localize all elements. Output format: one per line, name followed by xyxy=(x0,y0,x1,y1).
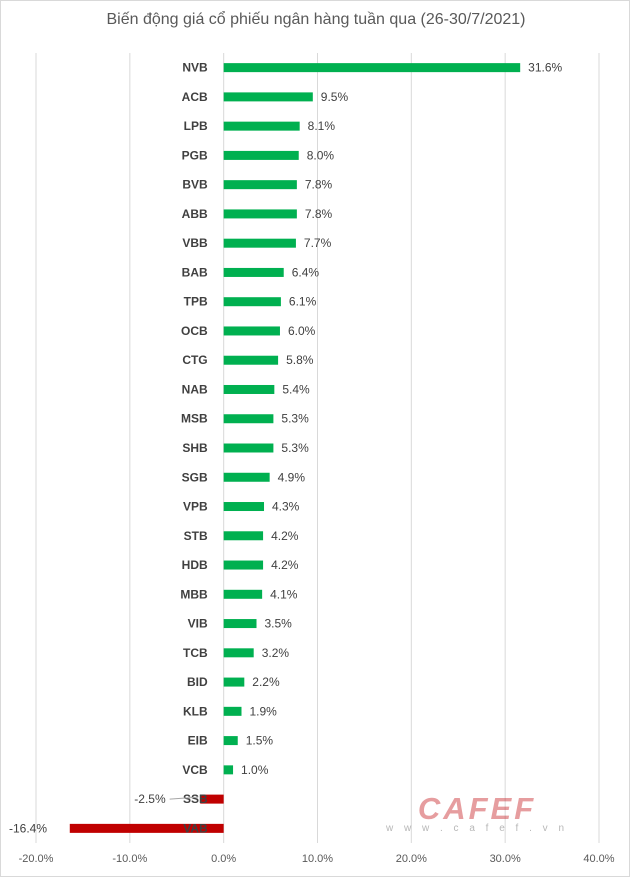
value-label: 4.1% xyxy=(270,587,298,601)
value-label: 3.5% xyxy=(265,617,293,631)
bar xyxy=(223,560,264,570)
category-label: BAB xyxy=(182,265,208,279)
category-label: LPB xyxy=(184,119,208,133)
x-tick-label: 30.0% xyxy=(490,853,521,865)
bar xyxy=(223,531,264,541)
value-label: 4.9% xyxy=(278,470,306,484)
bar xyxy=(223,63,521,73)
bar xyxy=(223,267,284,277)
leader-line xyxy=(169,796,199,800)
category-label: CTG xyxy=(182,353,207,367)
value-label: 3.2% xyxy=(262,646,290,660)
bar xyxy=(223,472,270,482)
category-label: MBB xyxy=(180,587,208,601)
value-label: 6.0% xyxy=(288,324,316,338)
bar xyxy=(223,180,297,190)
category-label: VPB xyxy=(183,500,208,514)
value-label: 5.3% xyxy=(281,441,309,455)
value-label: 1.0% xyxy=(241,763,269,777)
category-label: STB xyxy=(184,529,208,543)
category-label: HDB xyxy=(182,558,208,572)
category-label: ACB xyxy=(182,90,208,104)
value-label: 7.8% xyxy=(305,178,333,192)
x-tick-label: 0.0% xyxy=(211,853,236,865)
category-label: PGB xyxy=(182,148,208,162)
value-label: 8.0% xyxy=(307,148,335,162)
bar xyxy=(223,502,265,512)
category-label: TCB xyxy=(183,646,208,660)
value-label: -2.5% xyxy=(134,792,166,806)
x-tick-label: -20.0% xyxy=(19,853,54,865)
bar xyxy=(223,677,245,687)
value-label: 9.5% xyxy=(321,90,349,104)
category-label: BVB xyxy=(182,178,208,192)
cafef-watermark: CAFEF w w w . c a f e f . v n xyxy=(382,791,572,834)
category-label: KLB xyxy=(183,704,208,718)
watermark-logo: CAFEF xyxy=(417,791,537,826)
category-label: OCB xyxy=(181,324,208,338)
value-label: 7.8% xyxy=(305,207,333,221)
bar xyxy=(223,92,313,102)
value-label: 1.9% xyxy=(249,704,277,718)
value-label: 2.2% xyxy=(252,675,280,689)
value-label: 4.2% xyxy=(271,558,299,572)
chart-title: Biến động giá cổ phiếu ngân hàng tuần qu… xyxy=(106,11,526,28)
category-label: MSB xyxy=(181,412,208,426)
value-label: 7.7% xyxy=(304,236,332,250)
bar xyxy=(200,794,224,804)
value-label: 1.5% xyxy=(246,734,274,748)
value-label: 4.2% xyxy=(271,529,299,543)
value-label: 5.3% xyxy=(281,412,309,426)
value-label: 4.3% xyxy=(272,500,300,514)
bar xyxy=(69,823,224,833)
bar xyxy=(223,355,279,365)
x-tick-label: -10.0% xyxy=(112,853,147,865)
bar xyxy=(223,736,238,746)
category-label: BID xyxy=(187,675,208,689)
category-label: VCB xyxy=(182,763,208,777)
category-label: VIB xyxy=(188,617,208,631)
bar xyxy=(223,765,234,775)
value-label: 5.4% xyxy=(282,382,310,396)
category-label: SHB xyxy=(182,441,208,455)
bar xyxy=(223,121,300,131)
value-label: 6.4% xyxy=(292,265,320,279)
category-label: VAB xyxy=(183,821,208,835)
bar xyxy=(223,619,257,629)
category-label: EIB xyxy=(188,734,208,748)
category-label: TPB xyxy=(184,295,208,309)
value-label: 31.6% xyxy=(528,61,562,75)
value-label: 5.8% xyxy=(286,353,314,367)
value-label: 8.1% xyxy=(308,119,336,133)
value-label: -16.4% xyxy=(9,821,47,835)
x-tick-label: 10.0% xyxy=(302,853,333,865)
x-tick-label: 40.0% xyxy=(583,853,614,865)
bar xyxy=(223,443,274,453)
category-label: SSB xyxy=(183,792,208,806)
bar xyxy=(223,384,275,394)
value-label: 6.1% xyxy=(289,295,317,309)
bar xyxy=(223,238,296,248)
bar xyxy=(223,297,281,307)
bar xyxy=(223,209,297,219)
bar xyxy=(223,326,280,336)
category-label: ABB xyxy=(182,207,208,221)
category-label: NVB xyxy=(182,61,208,75)
category-label: SGB xyxy=(182,470,208,484)
category-label: VBB xyxy=(182,236,208,250)
bar xyxy=(223,648,254,658)
bar xyxy=(223,414,274,424)
x-tick-label: 20.0% xyxy=(396,853,427,865)
watermark-url: w w w . c a f e f . v n xyxy=(385,823,569,834)
bar xyxy=(223,150,299,160)
category-label: NAB xyxy=(182,382,208,396)
bar xyxy=(223,589,263,599)
bar xyxy=(223,706,242,716)
